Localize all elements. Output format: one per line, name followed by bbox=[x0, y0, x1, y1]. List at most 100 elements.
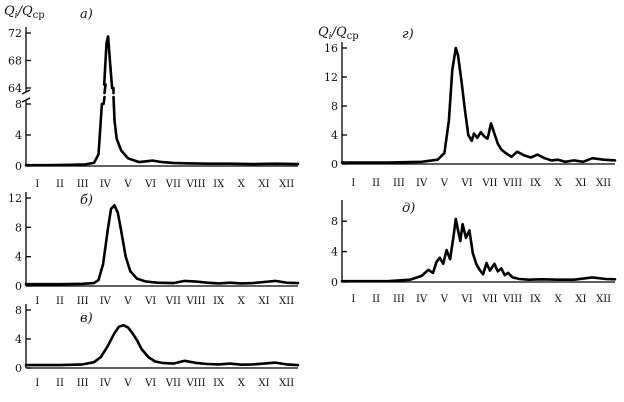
x-tick-label-v-III: III bbox=[77, 378, 89, 389]
y-tick-label-g-12: 12 bbox=[324, 71, 338, 84]
y-tick-label-d-0: 0 bbox=[331, 276, 338, 289]
y-tick-label-v-0: 0 bbox=[15, 362, 22, 375]
series-line-a-break-fall bbox=[112, 95, 116, 121]
x-tick-label-d-IV: IV bbox=[416, 294, 428, 305]
y-axis-title-right: Qi/Qср bbox=[318, 25, 359, 42]
y-tick-label-a-72: 72 bbox=[8, 27, 22, 40]
x-tick-label-v-I: I bbox=[35, 378, 39, 389]
panel-label-d: д) bbox=[402, 201, 415, 216]
y-tick-label-g-16: 16 bbox=[324, 42, 338, 55]
y-tick-label-g-8: 8 bbox=[331, 100, 338, 113]
y-tick-label-a-68: 68 bbox=[8, 55, 22, 68]
x-tick-label-a-V: V bbox=[123, 179, 132, 190]
x-tick-label-a-III: III bbox=[77, 179, 89, 190]
x-tick-label-b-II: II bbox=[56, 296, 64, 307]
x-tick-label-d-XII: XII bbox=[596, 294, 611, 305]
x-tick-label-d-III: III bbox=[393, 294, 405, 305]
x-tick-label-b-V: V bbox=[123, 296, 132, 307]
x-tick-label-d-X: X bbox=[555, 294, 563, 305]
series-line-a-part-2 bbox=[113, 118, 300, 166]
x-tick-label-b-IV: IV bbox=[100, 296, 112, 307]
x-tick-label-d-II: II bbox=[372, 294, 380, 305]
x-tick-label-g-IX: IX bbox=[530, 178, 542, 189]
x-tick-label-a-II: II bbox=[56, 179, 64, 190]
x-tick-label-d-VIII: VIII bbox=[502, 294, 522, 305]
y-axis-title-left: Qi/Qср bbox=[4, 4, 45, 21]
x-tick-label-b-VI: VI bbox=[144, 296, 156, 307]
series-line-b bbox=[24, 204, 300, 286]
y-tick-label-a-8: 8 bbox=[15, 98, 22, 111]
axis-break-mark bbox=[21, 89, 31, 95]
x-tick-label-v-V: V bbox=[123, 378, 132, 389]
x-tick-label-g-X: X bbox=[555, 178, 563, 189]
x-tick-label-g-XII: XII bbox=[596, 178, 611, 189]
x-tick-label-v-XII: XII bbox=[279, 378, 294, 389]
x-tick-label-g-II: II bbox=[372, 178, 380, 189]
x-tick-label-d-VII: VII bbox=[481, 294, 497, 305]
x-tick-label-v-VI: VI bbox=[144, 378, 156, 389]
x-tick-label-d-V: V bbox=[440, 294, 449, 305]
y-tick-label-d-8: 8 bbox=[331, 215, 338, 228]
series-line-a-part-0 bbox=[24, 102, 104, 167]
x-tick-label-b-VII: VII bbox=[165, 296, 181, 307]
y-tick-label-a-4: 4 bbox=[15, 129, 22, 142]
axis-break-mark bbox=[21, 97, 31, 103]
y-tick-label-b-0: 0 bbox=[15, 280, 22, 293]
series-line-d bbox=[340, 217, 617, 283]
y-tick-label-b-12: 12 bbox=[8, 192, 22, 205]
y-tick-label-b-4: 4 bbox=[15, 251, 22, 264]
x-tick-label-v-II: II bbox=[56, 378, 64, 389]
x-tick-label-b-VIII: VIII bbox=[185, 296, 205, 307]
x-tick-label-v-VII: VII bbox=[165, 378, 181, 389]
panel-label-b: б) bbox=[80, 193, 93, 208]
y-tick-label-g-4: 4 bbox=[331, 129, 338, 142]
x-tick-label-v-XI: XI bbox=[258, 378, 269, 389]
x-tick-label-v-IV: IV bbox=[100, 378, 112, 389]
x-tick-label-d-I: I bbox=[351, 294, 355, 305]
x-tick-label-g-VII: VII bbox=[481, 178, 497, 189]
y-tick-label-a-64: 64 bbox=[8, 82, 22, 95]
x-tick-label-g-VIII: VIII bbox=[502, 178, 522, 189]
x-tick-label-a-I: I bbox=[35, 179, 39, 190]
x-tick-label-b-X: X bbox=[238, 296, 246, 307]
x-tick-label-b-IX: IX bbox=[213, 296, 225, 307]
panel-label-a: а) bbox=[80, 7, 93, 22]
x-tick-label-a-XI: XI bbox=[258, 179, 269, 190]
x-tick-label-a-VII: VII bbox=[165, 179, 181, 190]
x-tick-label-a-XII: XII bbox=[279, 179, 294, 190]
x-tick-label-g-III: III bbox=[393, 178, 405, 189]
x-tick-label-g-V: V bbox=[440, 178, 449, 189]
x-tick-label-b-I: I bbox=[35, 296, 39, 307]
series-line-a-break-rise bbox=[102, 95, 106, 106]
x-tick-label-a-IV: IV bbox=[100, 179, 112, 190]
x-tick-label-g-XI: XI bbox=[575, 178, 586, 189]
y-tick-label-d-4: 4 bbox=[331, 246, 338, 259]
x-tick-label-d-VI: VI bbox=[461, 294, 473, 305]
x-tick-label-b-III: III bbox=[77, 296, 89, 307]
x-tick-label-v-VIII: VIII bbox=[185, 378, 205, 389]
y-tick-label-b-8: 8 bbox=[15, 221, 22, 234]
x-tick-label-a-VI: VI bbox=[144, 179, 156, 190]
x-tick-label-a-X: X bbox=[238, 179, 246, 190]
x-tick-label-v-X: X bbox=[238, 378, 246, 389]
series-line-v bbox=[24, 323, 300, 367]
x-tick-label-a-VIII: VIII bbox=[185, 179, 205, 190]
x-tick-label-d-IX: IX bbox=[530, 294, 542, 305]
y-tick-label-v-8: 8 bbox=[15, 304, 22, 317]
x-tick-label-g-VI: VI bbox=[461, 178, 473, 189]
series-line-g bbox=[340, 46, 617, 164]
panel-label-g: г) bbox=[402, 27, 414, 42]
x-tick-label-v-IX: IX bbox=[213, 378, 225, 389]
x-tick-label-d-XI: XI bbox=[575, 294, 586, 305]
x-tick-label-b-XII: XII bbox=[279, 296, 294, 307]
y-tick-label-a-0: 0 bbox=[15, 160, 22, 173]
y-tick-label-v-4: 4 bbox=[15, 333, 22, 346]
panel-label-v: в) bbox=[80, 311, 93, 326]
x-tick-label-g-IV: IV bbox=[416, 178, 428, 189]
